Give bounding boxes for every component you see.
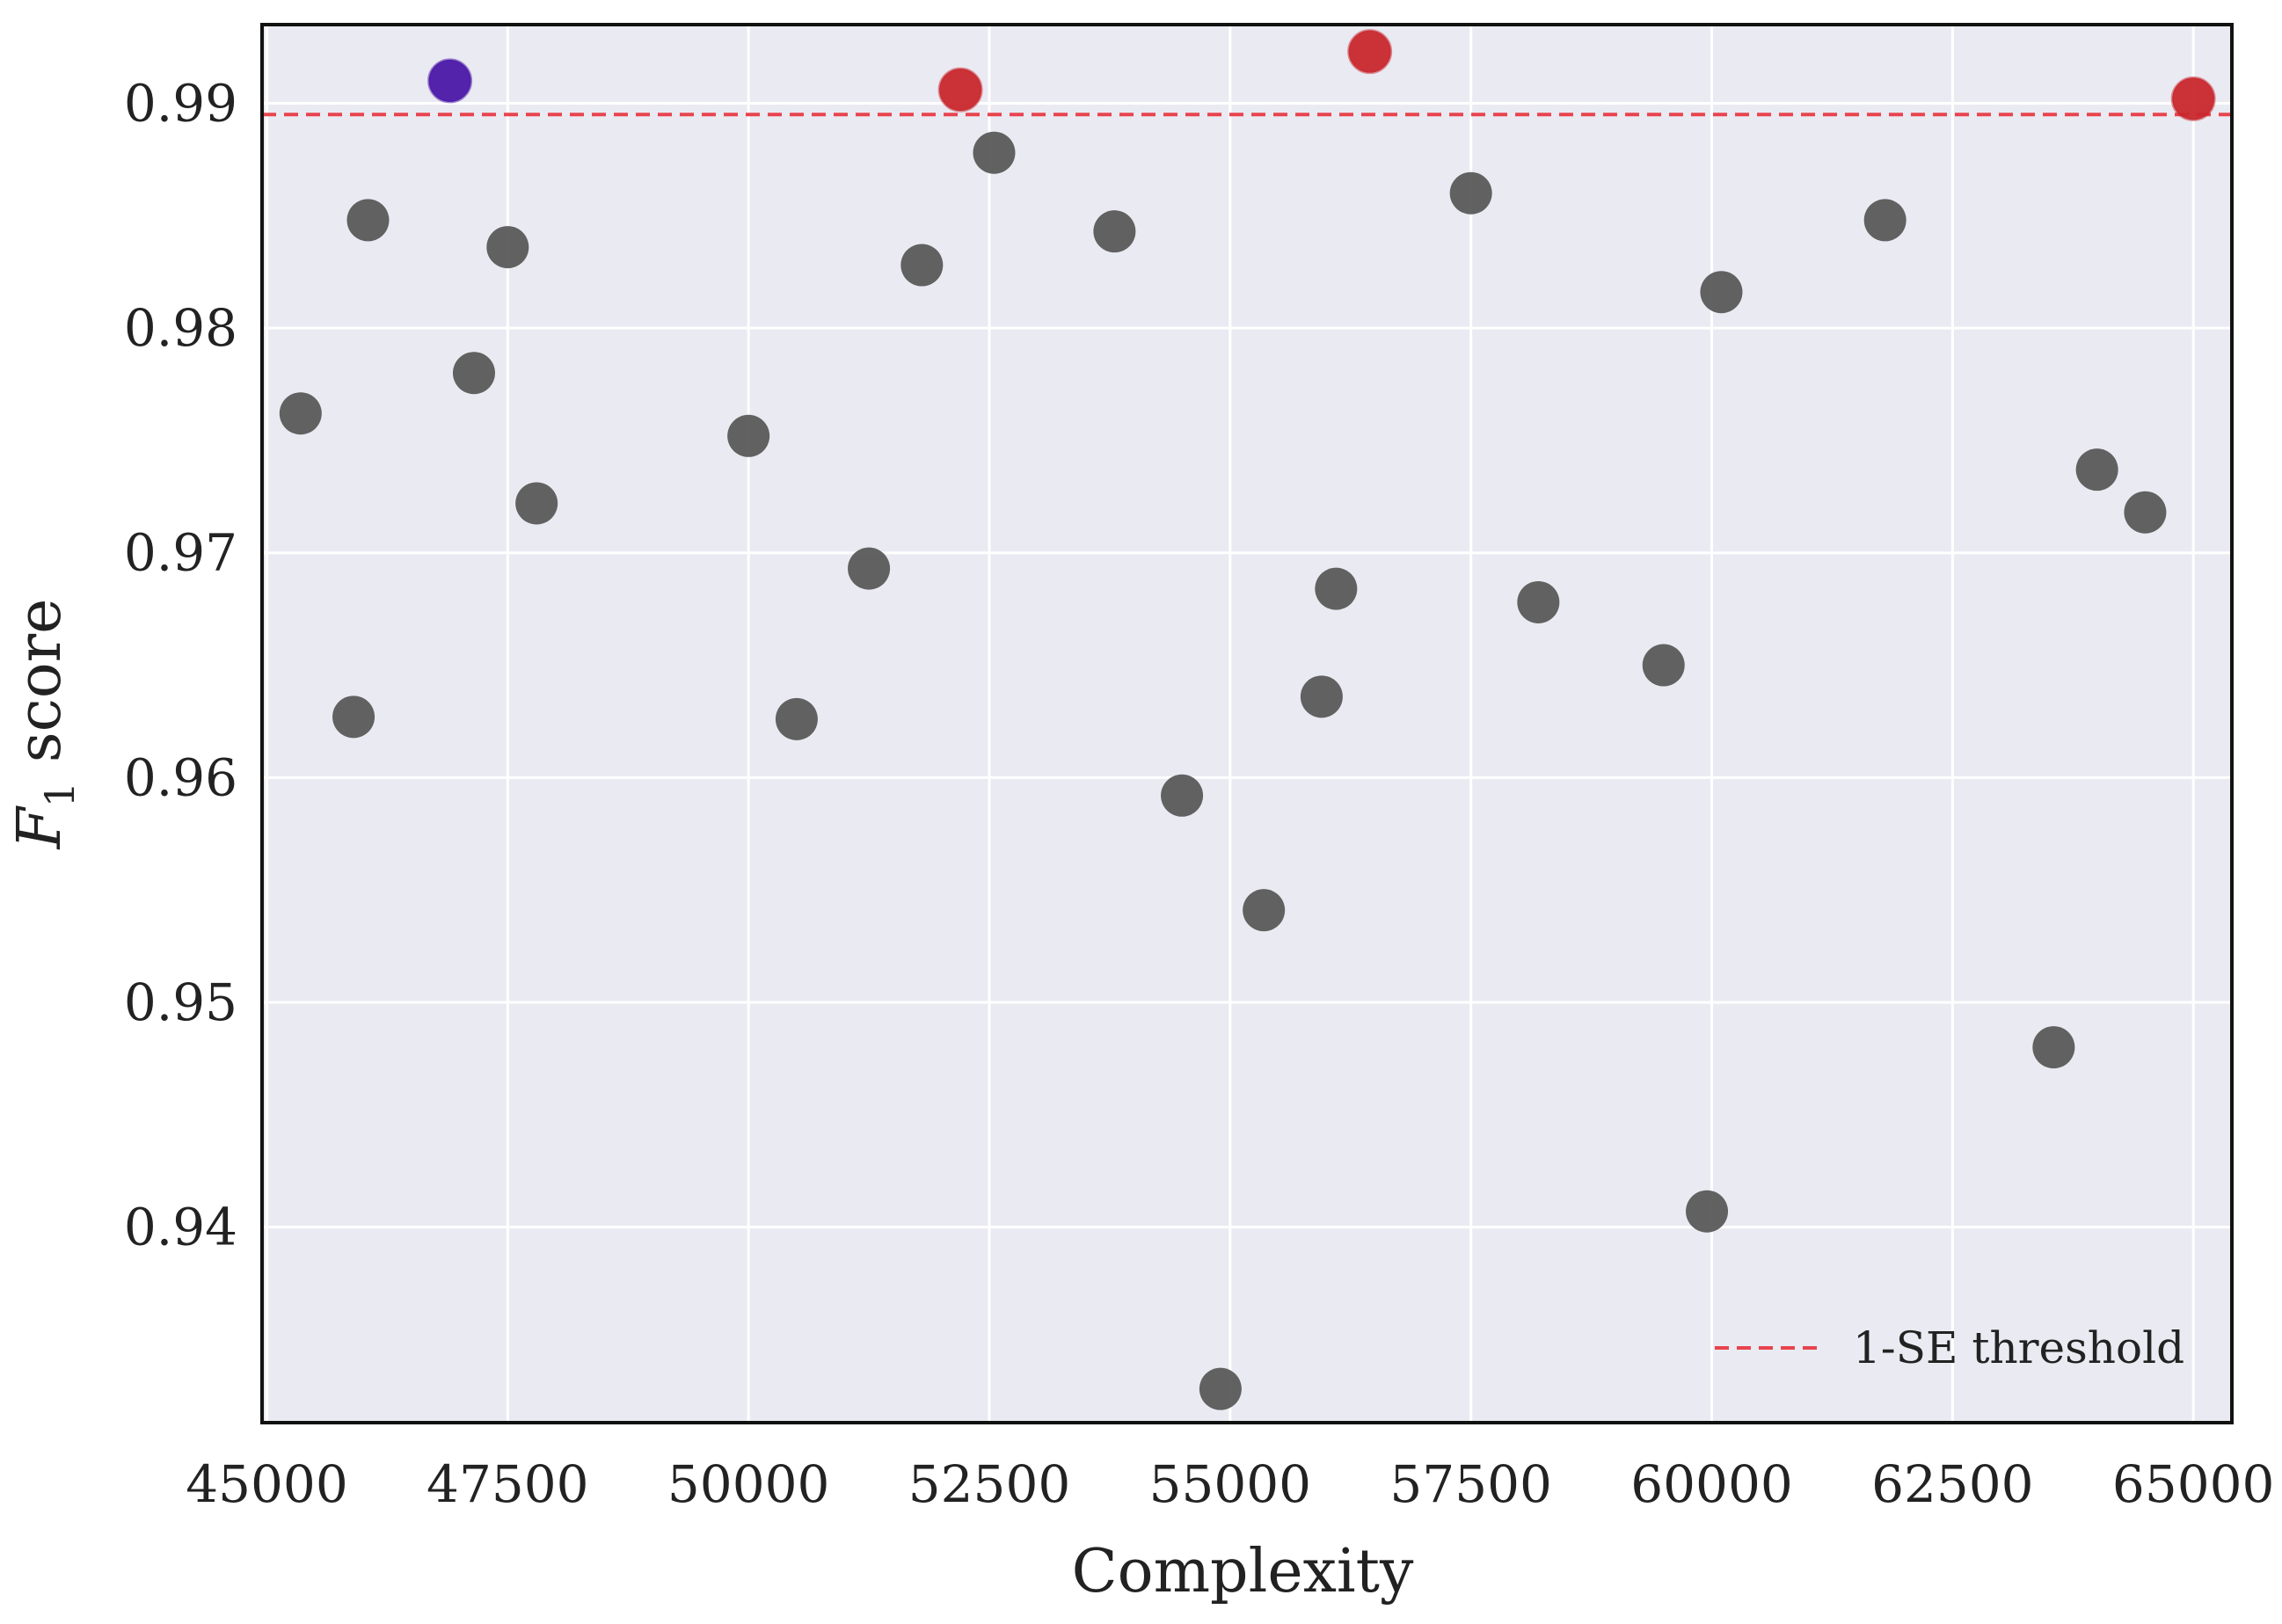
- data-point: [346, 199, 390, 242]
- data-point: [973, 131, 1016, 174]
- x-tick-label: 52500: [908, 1454, 1071, 1514]
- x-tick-label: 57500: [1389, 1454, 1552, 1514]
- data-point: [1300, 675, 1343, 718]
- data-point: [1449, 171, 1492, 215]
- data-point: [1863, 199, 1907, 242]
- y-tick-label: 0.96: [124, 747, 237, 807]
- data-point: [332, 695, 375, 739]
- y-tick-label: 0.99: [124, 73, 237, 133]
- data-point: [1642, 644, 1685, 687]
- y-tick-label: 0.97: [124, 523, 237, 583]
- data-point: [1517, 580, 1560, 623]
- selected-data-point: [427, 58, 473, 104]
- data-point: [900, 244, 944, 287]
- x-tick-label: 47500: [427, 1454, 589, 1514]
- data-point: [2032, 1026, 2075, 1069]
- y-tick-label: 0.95: [124, 972, 237, 1032]
- x-tick-label: 50000: [667, 1454, 830, 1514]
- data-point: [1315, 567, 1358, 610]
- data-point: [1686, 1190, 1729, 1233]
- grid: [262, 25, 2232, 1423]
- highlighted-data-point: [937, 67, 983, 113]
- legend-threshold-label: 1-SE threshold: [1853, 1322, 2184, 1373]
- data-point: [727, 414, 770, 457]
- y-tick-label: 0.94: [124, 1198, 237, 1257]
- x-tick-label: 45000: [186, 1454, 348, 1514]
- x-tick-label: 65000: [2112, 1454, 2275, 1514]
- data-point: [848, 547, 891, 590]
- y-tick-label: 0.98: [124, 298, 237, 358]
- x-axis-ticks: 45000 47500 50000 52500 55000 57500 60000 62500…: [186, 1454, 2274, 1514]
- points: [279, 29, 2216, 1410]
- legend: 1-SE threshold: [1715, 1322, 2184, 1373]
- data-point: [515, 482, 558, 525]
- x-axis-label: Complexity: [1072, 1537, 1414, 1606]
- data-point: [2075, 448, 2118, 492]
- data-point: [2124, 491, 2167, 534]
- data-point: [775, 697, 818, 740]
- highlighted-data-point: [2170, 76, 2216, 121]
- data-point: [279, 392, 322, 435]
- data-point: [486, 226, 529, 269]
- plot-frame: [260, 23, 2234, 1424]
- x-tick-label: 60000: [1630, 1454, 1793, 1514]
- data-point: [452, 352, 495, 395]
- highlighted-data-point: [1347, 29, 1393, 75]
- data-point: [1093, 210, 1136, 253]
- y-axis-label: F1 score: [5, 599, 84, 851]
- x-tick-label: 62500: [1871, 1454, 2034, 1514]
- plot-background: [262, 25, 2232, 1423]
- y-axis-ticks: 0.94 0.95 0.96 0.97 0.98 0.99: [124, 73, 237, 1256]
- x-tick-label: 55000: [1149, 1454, 1312, 1514]
- data-point: [1700, 271, 1743, 314]
- data-point: [1199, 1367, 1242, 1410]
- data-point: [1243, 889, 1286, 932]
- data-point: [1161, 774, 1204, 817]
